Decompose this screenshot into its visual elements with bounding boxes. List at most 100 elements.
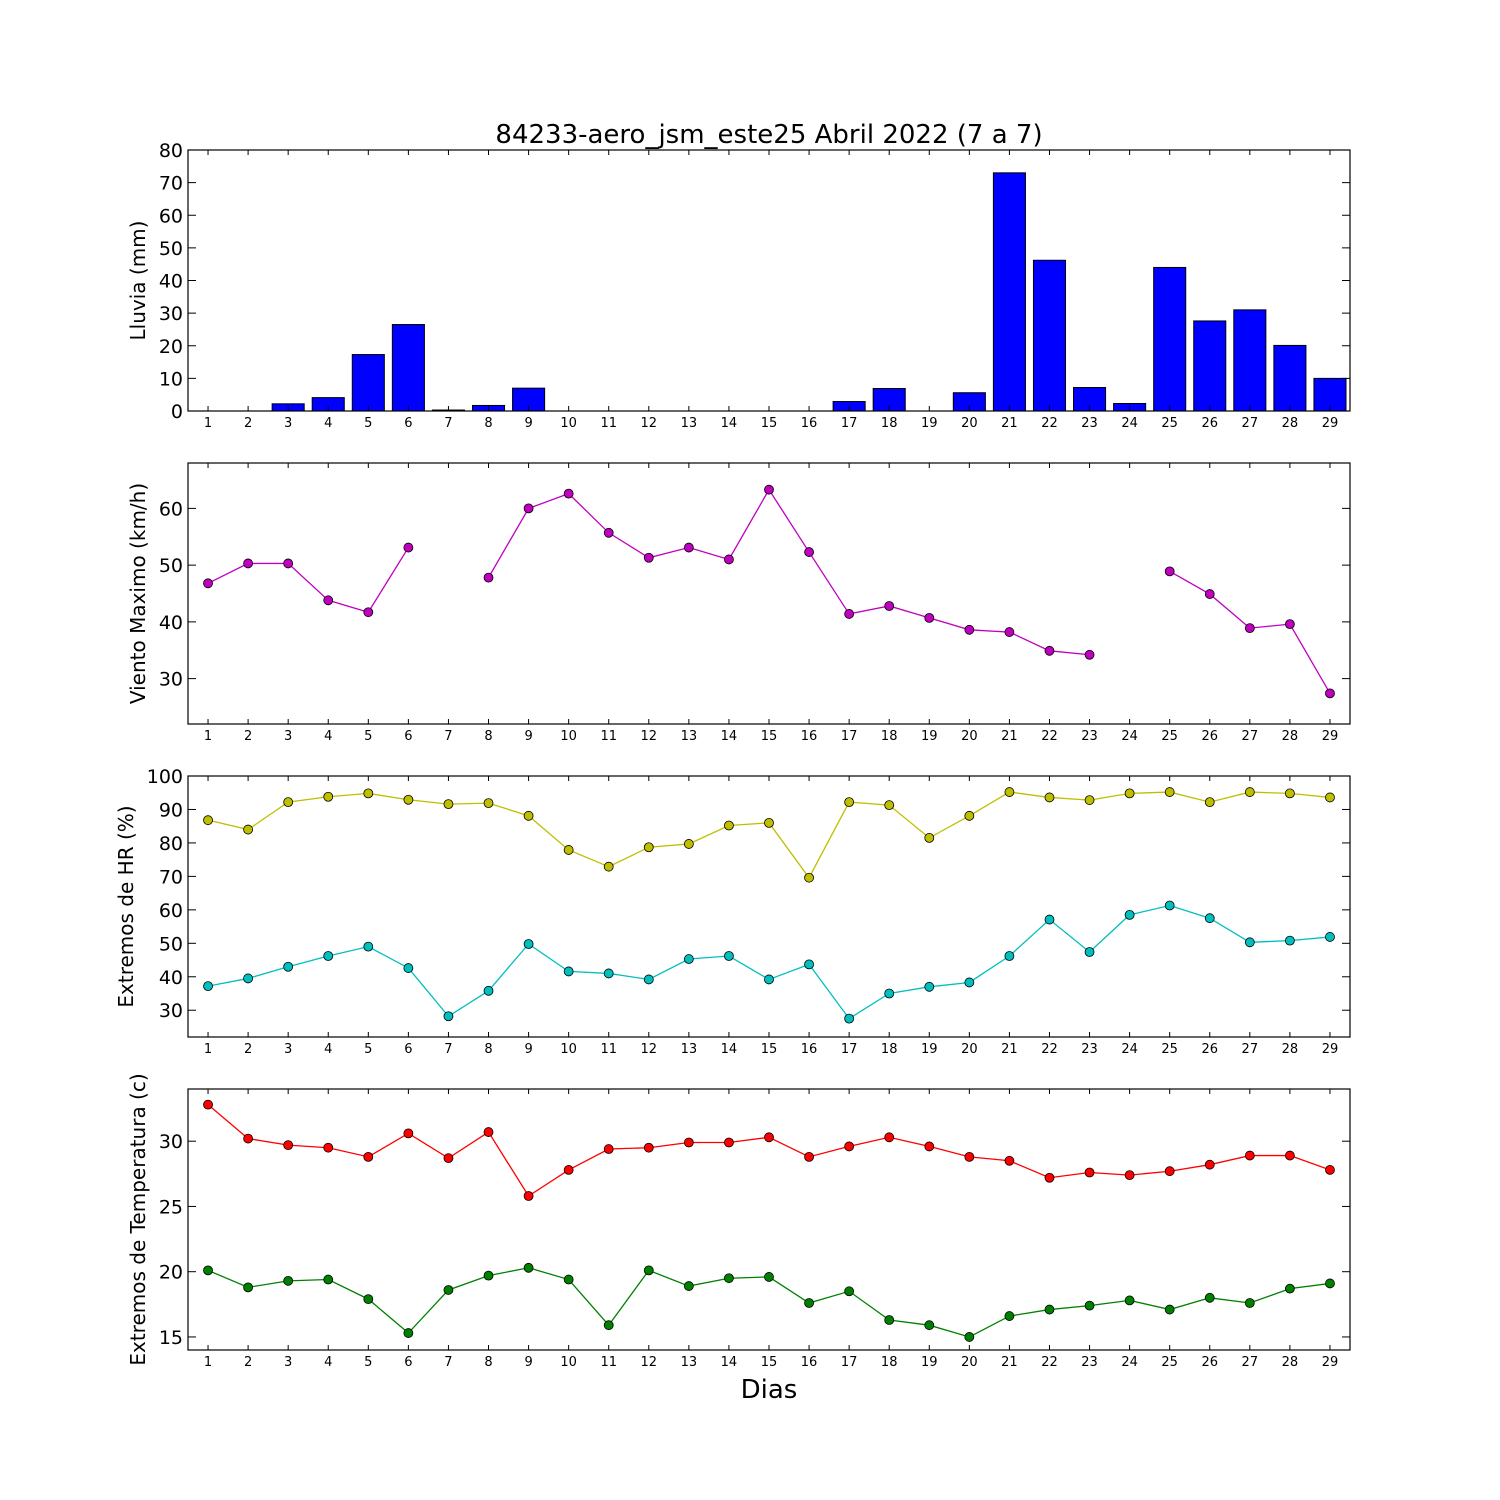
- temperature-series-1-point-day-21: [1004, 1155, 1015, 1166]
- wind-xtick-label-6: 6: [404, 729, 412, 744]
- temperature-series-1-point-day-18: [884, 1132, 895, 1143]
- rain-xtick-label-14: 14: [721, 416, 738, 431]
- wind-series-1-point-day-5: [363, 607, 374, 618]
- humidity-series-2-point-day-26: [1204, 913, 1215, 924]
- temperature-xtick-label-29: 29: [1322, 1355, 1339, 1370]
- temperature-series-1-point-day-4: [323, 1142, 334, 1153]
- humidity-series-2-point-day-18: [884, 988, 895, 999]
- temperature-series-1-point-day-20: [964, 1151, 975, 1162]
- temperature-series-1-point-day-11: [603, 1144, 614, 1154]
- temperature-xtick-label-9: 9: [524, 1355, 532, 1370]
- wind-series-1-point-day-23: [1084, 649, 1095, 660]
- humidity-series-2-point-day-17: [844, 1013, 855, 1024]
- temperature-xtick-label-1: 1: [204, 1355, 212, 1370]
- wind-series-1-point-day-19: [924, 613, 935, 623]
- rain-xtick-label-4: 4: [324, 416, 332, 431]
- humidity-xtick-label-13: 13: [681, 1042, 698, 1057]
- temperature-xtick-label-27: 27: [1242, 1355, 1259, 1370]
- rain-ytick-label-20: 20: [159, 336, 183, 358]
- humidity-series-1-point-day-15: [764, 817, 774, 828]
- humidity-series-2-point-day-22: [1044, 914, 1055, 925]
- wind-series-1-point-day-4: [323, 595, 334, 606]
- temperature-series-1-point-day-15: [764, 1132, 774, 1143]
- temperature-series-1-point-day-13: [683, 1137, 694, 1148]
- temperature-xtick-label-6: 6: [404, 1355, 412, 1370]
- wind-series-1-point-day-15: [764, 484, 774, 495]
- wind-xtick-label-1: 1: [204, 729, 212, 744]
- wind-xtick-label-15: 15: [761, 729, 778, 744]
- temperature-series-2-point-day-15: [764, 1272, 774, 1282]
- wind-series-1-point-day-2: [243, 558, 254, 569]
- temperature-series-1-point-day-2: [243, 1133, 254, 1144]
- rain-ytick-label-50: 50: [159, 238, 183, 260]
- humidity-series-2-point-day-14: [724, 951, 734, 961]
- panel-temperature: 1 2 3 4 5 6 7 8 9 10 11 12 13 14 15 16 17 18 19 20 21 22 23 24 2…: [126, 1073, 1351, 1370]
- wind-ytick-label-30: 30: [159, 669, 183, 691]
- wind-xtick-label-11: 11: [600, 729, 617, 744]
- temperature-series-2-point-day-4: [323, 1274, 334, 1285]
- temperature-xtick-label-16: 16: [801, 1355, 818, 1370]
- temperature-xtick-label-12: 12: [641, 1355, 658, 1370]
- wind-series-1-point-day-11: [603, 527, 614, 538]
- temperature-series-2-point-day-7: [443, 1285, 454, 1295]
- humidity-xtick-label-6: 6: [404, 1042, 412, 1057]
- rain-xtick-label-19: 19: [921, 416, 938, 431]
- wind-ytick-label-40: 40: [159, 612, 183, 634]
- humidity-series-2-point-day-29: [1325, 932, 1335, 942]
- humidity-xtick-label-3: 3: [284, 1042, 292, 1057]
- humidity-xtick-label-25: 25: [1161, 1042, 1178, 1057]
- temperature-y-axis-label: Extremos de Temperatura (c): [126, 1073, 150, 1365]
- wind-xtick-label-8: 8: [484, 729, 492, 744]
- wind-xtick-label-24: 24: [1121, 729, 1138, 744]
- wind-series-1-point-day-22: [1044, 645, 1055, 656]
- temperature-series-1-point-day-12: [643, 1142, 654, 1153]
- humidity-series-1-point-day-21: [1004, 787, 1015, 797]
- temperature-series-2-point-day-2: [243, 1282, 254, 1293]
- humidity-series-1-point-day-2: [243, 824, 254, 835]
- temperature-series-2-point-day-21: [1004, 1311, 1015, 1321]
- wind-xtick-label-27: 27: [1242, 729, 1259, 744]
- wind-xtick-label-16: 16: [801, 729, 818, 744]
- temperature-series-1-point-day-14: [724, 1137, 734, 1148]
- humidity-xtick-label-2: 2: [244, 1042, 252, 1057]
- temperature-series-2-point-day-28: [1285, 1283, 1295, 1294]
- temperature-xtick-label-23: 23: [1081, 1355, 1098, 1370]
- humidity-xtick-label-24: 24: [1121, 1042, 1138, 1057]
- humidity-series-1-point-day-3: [283, 797, 294, 807]
- x-axis-label: Dias: [741, 1375, 798, 1405]
- wind-series-1-point-day-25: [1164, 566, 1175, 577]
- temperature-series-2-point-day-27: [1244, 1298, 1255, 1308]
- humidity-xtick-label-21: 21: [1001, 1042, 1018, 1057]
- wind-series-1-point-day-17: [844, 609, 855, 619]
- humidity-ytick-label-30: 30: [159, 1000, 183, 1022]
- bar-day-9: [512, 387, 546, 411]
- wind-series-1-point-day-6: [403, 542, 414, 553]
- temperature-xtick-label-14: 14: [721, 1355, 738, 1370]
- humidity-series-1-point-day-8: [483, 798, 494, 808]
- humidity-series-1-point-day-25: [1164, 787, 1175, 797]
- rain-xtick-label-2: 2: [244, 416, 252, 431]
- humidity-series-1-point-day-18: [884, 800, 895, 811]
- humidity-series-2-point-day-5: [363, 941, 374, 952]
- temperature-xtick-label-7: 7: [444, 1355, 452, 1370]
- bar-day-5: [351, 354, 385, 411]
- rain-xtick-label-10: 10: [560, 416, 577, 431]
- humidity-ytick-label-60: 60: [159, 900, 183, 922]
- wind-series-1-point-day-10: [563, 488, 574, 499]
- humidity-series-1-point-day-29: [1325, 792, 1335, 803]
- humidity-xtick-label-7: 7: [444, 1042, 452, 1057]
- temperature-xtick-label-11: 11: [600, 1355, 617, 1370]
- temperature-series-1-point-day-22: [1044, 1172, 1055, 1183]
- temperature-xtick-label-18: 18: [881, 1355, 898, 1370]
- rain-ytick-label-70: 70: [159, 173, 183, 195]
- humidity-series-2-point-day-21: [1004, 951, 1015, 961]
- rain-xtick-label-29: 29: [1322, 416, 1339, 431]
- humidity-series-2-point-day-10: [563, 966, 574, 977]
- humidity-ytick-label-70: 70: [159, 866, 183, 888]
- wind-series-1-point-day-8: [483, 572, 494, 583]
- wind-xtick-label-18: 18: [881, 729, 898, 744]
- rain-ytick-label-10: 10: [159, 368, 183, 390]
- humidity-series-1-point-day-6: [403, 794, 414, 805]
- temperature-series-1-point-day-17: [844, 1141, 855, 1152]
